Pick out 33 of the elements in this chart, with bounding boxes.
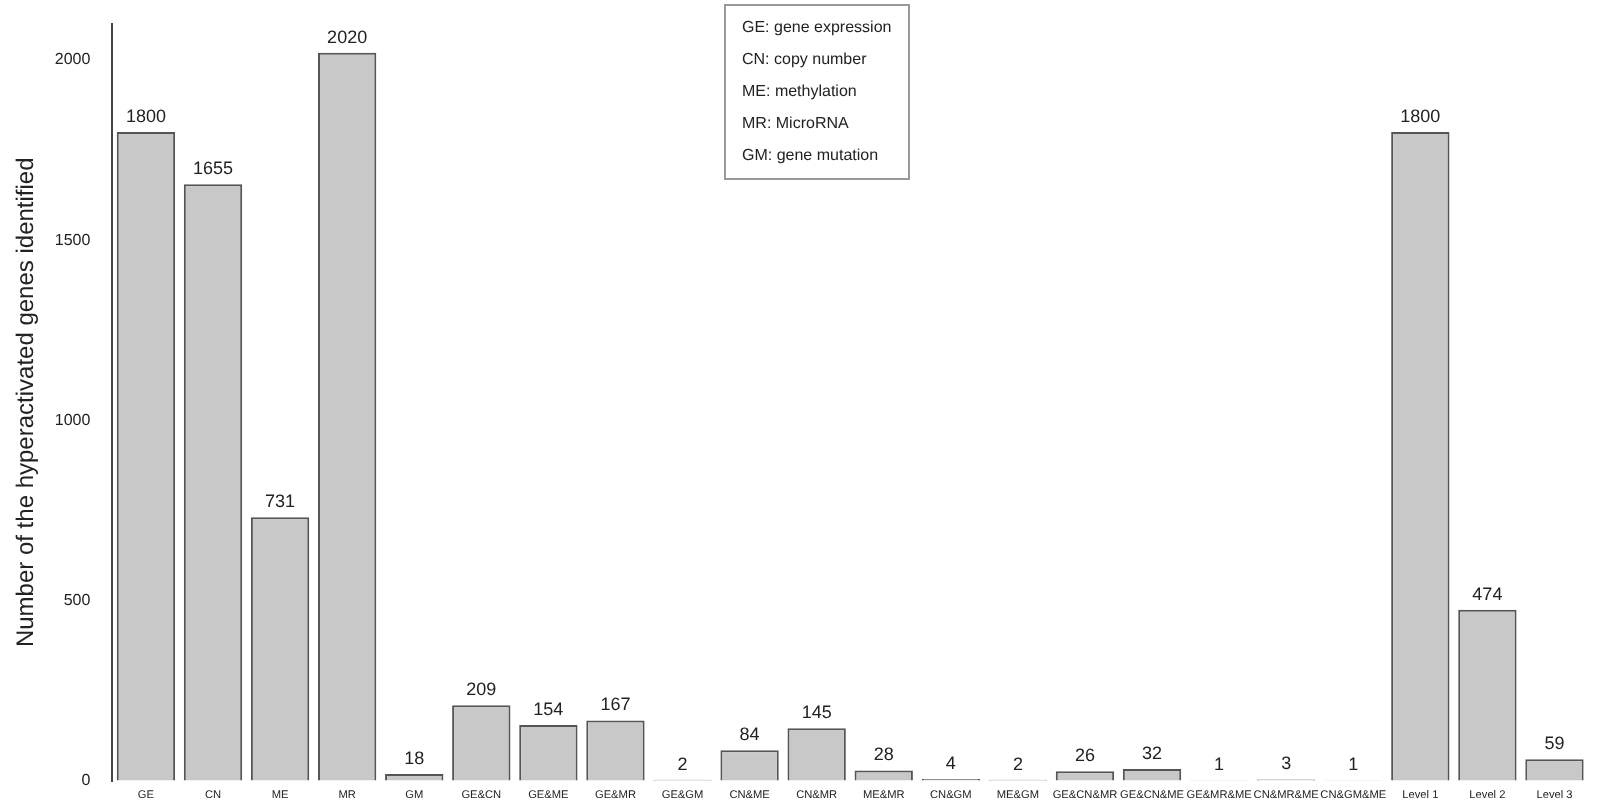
y-axis-title: Number of the hyperactivated genes identified: [11, 157, 40, 648]
data-label: 167: [600, 694, 631, 715]
annotation: CN: copy number: [742, 48, 869, 72]
y-tick-label: 1000: [54, 410, 92, 429]
data-label: 59: [1544, 733, 1565, 754]
data-label: 4: [945, 753, 956, 774]
annotation: ME: methylation: [742, 80, 859, 104]
data-label: 731: [265, 491, 296, 512]
data-label: 84: [739, 724, 760, 745]
data-label: 154: [533, 699, 564, 720]
data-label: 145: [801, 702, 832, 723]
data-label: 18: [404, 748, 425, 769]
data-label: 209: [466, 679, 497, 700]
data-label: 2: [677, 753, 688, 774]
y-tick-label: 2000: [54, 50, 92, 69]
data-label: 1: [1348, 754, 1359, 775]
data-label: 1: [1214, 754, 1225, 775]
data-label: 28: [873, 744, 894, 765]
data-label: 1800: [125, 106, 166, 127]
data-label: 32: [1142, 743, 1163, 763]
annotation: GE: gene expression: [742, 16, 892, 40]
data-label: 1655: [192, 158, 234, 179]
data-label: 1800: [1400, 106, 1441, 127]
y-tick-label: 0: [81, 770, 92, 789]
annotation: GM: gene mutation: [742, 144, 881, 168]
data-label: 3: [1281, 753, 1292, 774]
data-label: 2020: [327, 26, 368, 47]
data-label: 2: [1012, 753, 1023, 774]
y-tick-label: 1500: [54, 230, 92, 249]
data-label: 26: [1074, 745, 1095, 766]
data-label: 474: [1472, 583, 1503, 604]
annotation: MR: MicroRNA: [742, 112, 851, 136]
y-tick-label: 500: [63, 590, 92, 609]
